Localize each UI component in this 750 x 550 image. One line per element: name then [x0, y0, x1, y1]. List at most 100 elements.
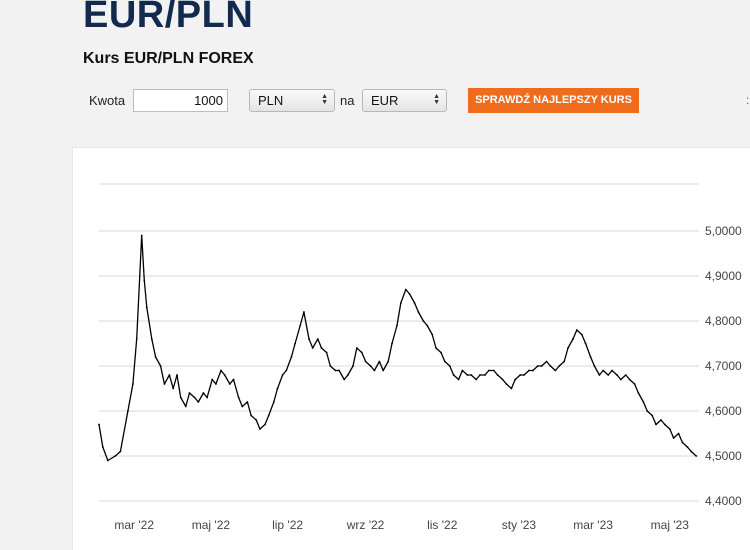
data-point: [396, 324, 398, 327]
data-point: [255, 419, 258, 421]
data-point: [391, 342, 393, 345]
data-point: [554, 369, 557, 372]
data-point: [343, 378, 346, 381]
data-point: [589, 356, 592, 358]
data-point: [193, 396, 196, 399]
data-point: [168, 374, 171, 376]
x-tick-label: maj '22: [192, 518, 231, 532]
data-point: [320, 347, 323, 349]
data-point: [633, 383, 636, 385]
data-point: [426, 324, 429, 327]
data-point: [140, 234, 143, 237]
data-point: [663, 423, 666, 426]
data-point: [563, 360, 566, 363]
data-point: [575, 329, 578, 331]
data-point: [466, 374, 469, 376]
data-point: [135, 338, 138, 340]
truncated-edge-text: :: [746, 93, 750, 107]
data-point: [237, 396, 240, 399]
data-point: [672, 437, 675, 439]
data-point: [602, 369, 605, 372]
data-point: [475, 378, 478, 381]
data-point: [637, 392, 640, 394]
data-point: [448, 365, 451, 367]
data-point: [373, 369, 376, 372]
x-tick-label: maj '23: [651, 518, 690, 532]
data-point: [611, 369, 613, 372]
data-point: [435, 347, 437, 349]
data-point: [197, 401, 200, 403]
x-tick-label: wrz '22: [346, 518, 385, 532]
data-point: [101, 446, 104, 448]
data-point: [329, 365, 332, 367]
select-arrows-icon: ▲ ▼: [321, 93, 328, 106]
data-point: [440, 351, 442, 354]
data-point: [127, 410, 129, 412]
y-tick-label: 5,0000: [705, 224, 742, 238]
data-point: [580, 333, 583, 336]
data-point: [686, 446, 689, 448]
page-subtitle: Kurs EUR/PLN FOREX: [83, 50, 254, 67]
from-currency-value: PLN: [258, 93, 284, 108]
data-point: [523, 374, 525, 376]
data-point: [408, 293, 411, 295]
data-point: [668, 428, 671, 430]
data-point: [646, 410, 649, 412]
to-currency-select[interactable]: EUR ▲ ▼: [362, 89, 447, 112]
data-point: [695, 455, 698, 457]
x-tick-label: mar '23: [573, 518, 613, 532]
check-best-rate-button[interactable]: SPRAWDŹ NAJLEPSZY KURS: [468, 88, 639, 113]
data-point: [607, 374, 610, 376]
data-point: [325, 351, 328, 354]
data-point: [443, 360, 446, 363]
data-point: [215, 383, 217, 385]
from-currency-select[interactable]: PLN ▲ ▼: [249, 89, 335, 112]
data-point: [299, 324, 302, 327]
y-tick-label: 4,8000: [705, 314, 742, 328]
data-point: [378, 360, 381, 363]
data-point: [172, 387, 175, 390]
data-point: [619, 378, 622, 381]
data-point: [223, 374, 226, 376]
data-point: [484, 374, 486, 376]
data-point: [264, 423, 266, 426]
page-title: EUR/PLN: [83, 0, 254, 36]
data-point: [536, 365, 539, 367]
x-tick-label: lip '22: [272, 518, 303, 532]
data-point: [584, 342, 587, 345]
data-point: [163, 383, 166, 385]
data-point: [176, 374, 178, 376]
data-point: [211, 378, 214, 381]
data-point: [290, 356, 293, 358]
x-axis-ticks: mar '22 maj '22 lip '22 wrz '22 lis '22 sty '…: [114, 518, 689, 532]
data-point: [399, 302, 402, 304]
converter-toolbar: Kwota PLN ▲▼ na EUR ▲▼ SPRAWDŹ NAJLEPSZY…: [72, 77, 750, 125]
data-point: [220, 369, 222, 372]
data-point: [431, 333, 434, 336]
y-tick-label: 4,4000: [705, 494, 742, 508]
data-point: [294, 342, 296, 345]
data-point: [531, 369, 534, 372]
x-tick-label: mar '22: [114, 518, 154, 532]
y-tick-label: 4,9000: [705, 269, 742, 283]
data-point: [311, 347, 314, 349]
data-point: [598, 374, 601, 376]
data-point: [593, 365, 596, 367]
data-point: [461, 369, 464, 372]
data-point: [519, 374, 522, 376]
connector-label: na: [340, 93, 355, 108]
data-point: [452, 374, 455, 376]
amount-label: Kwota: [89, 93, 126, 108]
data-point: [642, 401, 645, 403]
data-point: [106, 459, 109, 462]
y-tick-label: 4,7000: [705, 359, 742, 373]
chart-series: [98, 234, 698, 462]
y-tick-label: 4,6000: [705, 404, 742, 418]
amount-input[interactable]: [133, 89, 228, 112]
data-point: [159, 365, 162, 367]
data-point: [540, 365, 543, 367]
data-point: [250, 414, 253, 417]
y-tick-label: 4,5000: [705, 449, 742, 463]
data-point: [281, 374, 284, 376]
data-point: [355, 347, 358, 349]
